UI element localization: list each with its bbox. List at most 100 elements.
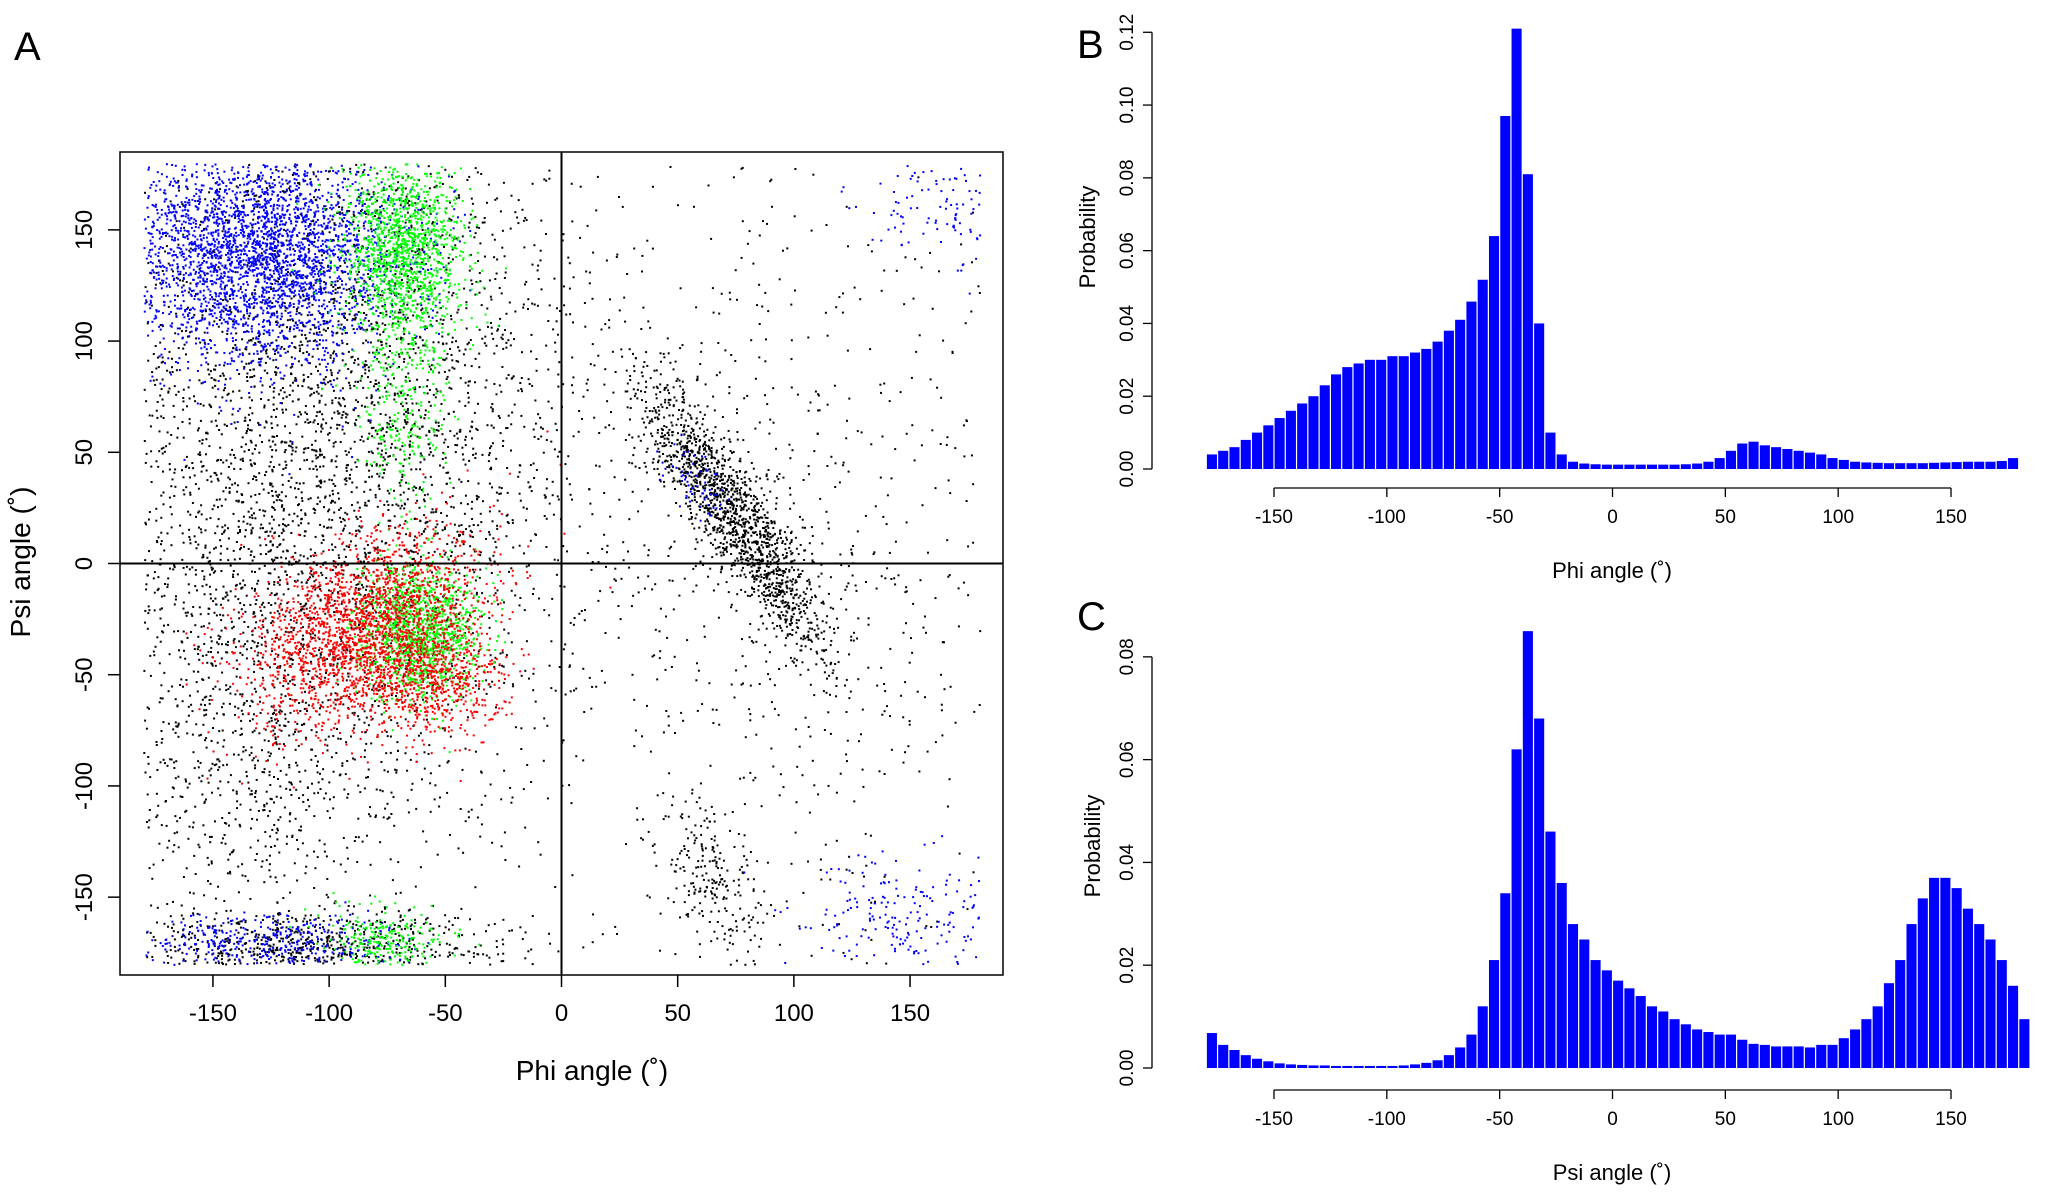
scatter-point [203, 714, 206, 717]
scatter-point [419, 452, 422, 455]
scatter-point [397, 187, 400, 190]
scatter-point [155, 367, 158, 370]
scatter-point [764, 535, 767, 538]
scatter-point [386, 267, 389, 270]
scatter-point [437, 425, 440, 427]
scatter-point [263, 805, 266, 808]
scatter-point [299, 468, 302, 471]
scatter-point [264, 728, 267, 731]
scatter-point [252, 950, 255, 953]
scatter-point [473, 550, 476, 553]
scatter-point [273, 508, 276, 511]
scatter-point [239, 803, 242, 806]
scatter-point [254, 790, 257, 793]
scatter-point [575, 687, 578, 690]
scatter-point [467, 341, 470, 344]
scatter-point [177, 722, 180, 725]
scatter-point [210, 862, 213, 865]
scatter-point [392, 622, 395, 625]
scatter-point [660, 427, 663, 430]
scatter-point [158, 450, 161, 453]
scatter-point [453, 367, 456, 370]
scatter-point [323, 281, 326, 283]
scatter-point [316, 856, 319, 859]
scatter-point [347, 675, 350, 678]
scatter-point [273, 594, 276, 597]
scatter-point [313, 449, 316, 452]
scatter-point [234, 216, 236, 219]
scatter-point [344, 405, 346, 408]
scatter-point [313, 687, 316, 690]
scatter-point [397, 943, 399, 945]
scatter-point [404, 927, 406, 930]
scatter-point [208, 191, 211, 194]
scatter-point [244, 875, 247, 878]
scatter-point [291, 941, 294, 944]
scatter-point [514, 726, 517, 729]
scatter-point [571, 220, 574, 223]
scatter-point [195, 293, 197, 296]
scatter-point [229, 853, 231, 856]
scatter-point [273, 583, 276, 586]
scatter-point [252, 337, 255, 340]
scatter-point [195, 337, 198, 340]
scatter-point [160, 415, 163, 418]
scatter-point [588, 271, 591, 274]
scatter-point [357, 196, 360, 199]
scatter-point [357, 574, 360, 577]
scatter-point [222, 585, 225, 588]
scatter-point [557, 333, 559, 336]
scatter-point [474, 357, 477, 360]
scatter-point [471, 518, 474, 520]
scatter-point [315, 390, 318, 393]
scatter-point [418, 932, 421, 935]
scatter-point [382, 456, 385, 459]
scatter-point [335, 752, 338, 754]
scatter-point [255, 621, 258, 624]
scatter-point [463, 670, 466, 672]
scatter-point [282, 468, 285, 471]
scatter-point [189, 247, 192, 250]
scatter-point [450, 218, 453, 221]
scatter-point [165, 445, 168, 448]
scatter-point [147, 756, 150, 758]
scatter-point [507, 374, 510, 376]
scatter-point [468, 221, 471, 224]
scatter-point [388, 423, 390, 426]
scatter-point [397, 320, 400, 323]
scatter-point [304, 334, 307, 337]
scatter-point [247, 510, 250, 513]
scatter-point [144, 286, 147, 289]
scatter-point [392, 425, 395, 427]
scatter-point [360, 375, 363, 378]
scatter-point [519, 499, 522, 502]
scatter-point [302, 482, 305, 485]
scatter-point [166, 586, 169, 589]
scatter-point [388, 816, 390, 819]
scatter-point [427, 165, 430, 168]
scatter-point [275, 366, 277, 369]
scatter-point [187, 510, 190, 513]
scatter-point [148, 414, 151, 417]
scatter-point [458, 572, 461, 575]
scatter-point [173, 767, 176, 769]
scatter-point [416, 378, 419, 381]
scatter-point [240, 445, 243, 448]
scatter-point [297, 573, 300, 576]
scatter-point [380, 429, 383, 432]
scatter-point [257, 174, 260, 177]
scatter-point [390, 694, 393, 697]
scatter-point [263, 804, 266, 807]
scatter-point [392, 796, 395, 799]
scatter-point [280, 505, 283, 508]
scatter-point [212, 925, 214, 928]
scatter-point [305, 581, 308, 584]
scatter-point [274, 959, 276, 962]
scatter-point [383, 906, 386, 909]
scatter-point [193, 934, 196, 937]
scatter-point [344, 945, 347, 948]
scatter-point [264, 688, 267, 691]
scatter-point [280, 926, 283, 929]
scatter-point [250, 751, 253, 754]
scatter-point [314, 606, 317, 609]
